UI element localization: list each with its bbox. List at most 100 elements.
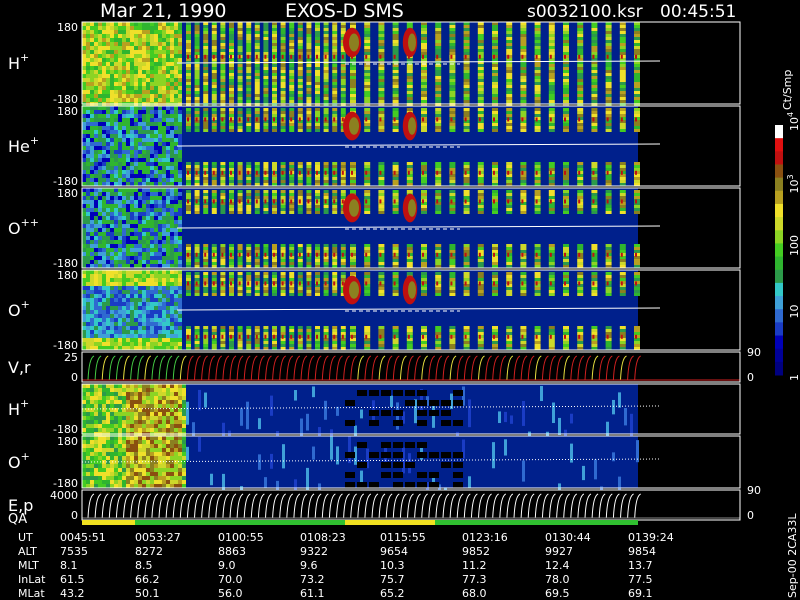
tick-label-top: 180 [57,435,78,448]
ephemeris-row-label: MLat [18,587,45,600]
ephemeris-cell: 61.5 [60,573,85,586]
colorbar-swatch [775,164,783,179]
panel-o-plus-plus [81,187,741,269]
ephemeris-cell: 9654 [380,545,408,558]
qa-segment [82,520,135,525]
colorbar-swatch [775,177,783,192]
colorbar-swatch [775,296,783,310]
ephemeris-cell: 66.2 [135,573,160,586]
qa-label: QA [8,512,27,527]
colorbar-swatch [775,151,783,165]
panel-o-plus-2 [81,435,741,512]
ephemeris-cell: 65.2 [380,587,405,600]
tick-label-top: 180 [57,105,78,118]
ephemeris-cell: 8863 [218,545,246,558]
qa-bar [82,520,638,525]
panel-label-e-p: E,p [8,496,33,515]
panel-label-sup: ++ [21,216,39,229]
ephemeris-cell: 69.5 [545,587,570,600]
colorbar-swatch [775,217,783,231]
colorbar-swatch [775,282,783,297]
ephemeris-cell: 9852 [462,545,490,558]
colorbar-swatch [775,309,783,323]
ephemeris-cell: 0108:23 [300,531,346,544]
header-time: 00:45:51 [660,2,736,22]
panel-labels: H+180-180He+180-180O++180-180O+180-180V,… [8,21,761,527]
ephemeris-row-label: MLT [18,559,39,572]
panel-label-sup: + [30,134,39,147]
tick-label-bottom: -180 [53,175,78,188]
colorbar-swatch [775,138,783,152]
tick-label-top: 180 [57,21,78,34]
tick-label-top: 180 [57,187,78,200]
tick-label-top: 180 [57,269,78,282]
ephemeris-cell: 13.7 [628,559,653,572]
ephemeris-cell: 61.1 [300,587,325,600]
colorbar-swatch [775,243,783,258]
ephemeris-cell: 8272 [135,545,163,558]
colorbar-tick-label: 1 [788,374,800,381]
ephemeris-cell: 10.3 [380,559,405,572]
tick-label-bottom: 0 [71,371,78,384]
ephemeris-cell: 7535 [60,545,88,558]
panel-e-p [81,489,741,521]
ephemeris-cell: 0130:44 [545,531,591,544]
footer-note: Sep-00 2CA33L [786,513,799,598]
tick-label-bottom: 0 [71,509,78,522]
ephemeris-cell: 56.0 [218,587,243,600]
header-date: Mar 21, 1990 [100,0,227,22]
ephemeris-table: UT 0045:51 0053:27 0100:55 0108:23 0115:55 012… [18,531,674,600]
qa-segment [172,520,345,525]
tick-label-bottom: -180 [53,339,78,352]
ephemeris-cell: 8.1 [60,559,78,572]
panel-label-sup: + [21,298,30,311]
ephemeris-cell: 43.2 [60,587,85,600]
ephemeris-cell: 77.5 [628,573,653,586]
panel-label-sup: + [20,51,29,64]
tick-label-top: 25 [64,351,78,364]
header: Mar 21, 1990 EXOS-D SMS s0032100.ksr 00:… [100,0,736,22]
ephemeris-row-label: ALT [18,545,37,558]
ephemeris-row-label: UT [18,531,33,544]
tick-label-bottom: -180 [53,477,78,490]
ephemeris-cell: 12.4 [545,559,570,572]
ephemeris-cell: 78.0 [545,573,570,586]
tick-label-bottom: -180 [53,93,78,106]
ephemeris-cell: 0053:27 [135,531,181,544]
colorbar-swatch [775,322,783,337]
panel-label-sup: + [21,450,30,463]
ephemeris-cell: 77.3 [462,573,487,586]
colorbar-tick-label: 100 [788,235,800,256]
ephemeris-cell: 9854 [628,545,656,558]
ephemeris-cell: 73.2 [300,573,325,586]
ephemeris-row-label: InLat [18,573,46,586]
ephemeris-cell: 50.1 [135,587,160,600]
colorbar-swatch [775,256,783,271]
tick-label-bottom: -180 [53,423,78,436]
qa-segment [345,520,435,525]
spectrogram-panels [81,21,741,521]
ephemeris-cell: 11.2 [462,559,487,572]
panel-v-r [81,351,741,383]
ephemeris-cell: 9.0 [218,559,236,572]
right-tick-bottom: 0 [747,509,754,522]
ephemeris-cell: 68.0 [462,587,487,600]
header-file: s0032100.ksr [527,2,643,22]
panel-h-plus-2 [81,383,741,459]
ephemeris-cell: 0045:51 [60,531,106,544]
panel-label-v-r: V,r [8,358,31,377]
ephemeris-cell: 9927 [545,545,573,558]
ephemeris-cell: 0123:16 [462,531,508,544]
ephemeris-cell: 75.7 [380,573,405,586]
right-tick-top: 90 [747,484,761,497]
panel-he-plus [81,105,741,187]
tick-label-top: 4000 [50,489,78,502]
qa-segment [435,520,638,525]
qa-segment [135,520,172,525]
colorbar-swatch [775,125,783,139]
ephemeris-cell: 9322 [300,545,328,558]
colorbar-swatch [775,190,783,205]
ephemeris-cell: 9.6 [300,559,318,572]
colorbar-swatch [775,269,783,284]
